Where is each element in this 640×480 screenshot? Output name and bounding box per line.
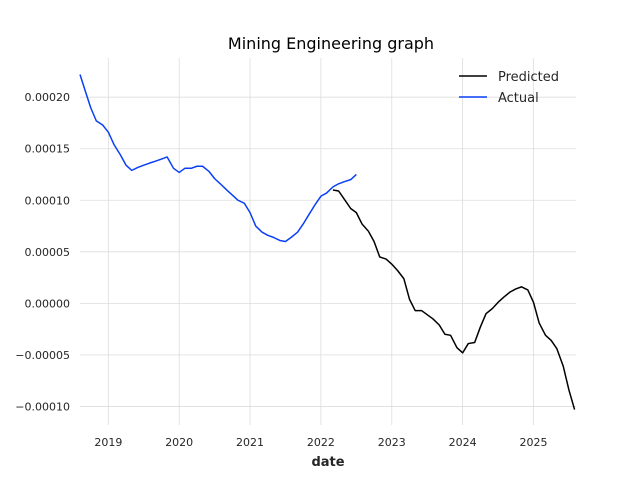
chart-title: Mining Engineering graph <box>228 34 434 53</box>
x-tick-label: 2022 <box>307 436 335 449</box>
y-tick-label: 0.00000 <box>25 297 71 310</box>
y-axis: 0.00020 0.00015 0.00010 0.00005 0.00000 −0.00… <box>15 91 70 413</box>
x-tick-label: 2020 <box>165 436 193 449</box>
grid <box>80 58 576 425</box>
x-tick-label: 2024 <box>449 436 477 449</box>
y-tick-label: −0.00005 <box>15 349 70 362</box>
x-axis-label: date <box>311 455 344 470</box>
y-tick-label: 0.00020 <box>25 91 71 104</box>
y-tick-label: 0.00015 <box>25 143 71 156</box>
y-tick-label: −0.00010 <box>15 400 70 413</box>
legend-label-predicted: Predicted <box>498 70 559 85</box>
series-line-predicted <box>332 189 576 410</box>
series-line-actual <box>79 74 357 243</box>
legend-label-actual: Actual <box>498 91 539 106</box>
x-tick-label: 2021 <box>236 436 264 449</box>
x-axis: 2019 2020 2021 2022 2023 2024 2025 <box>94 436 547 449</box>
x-tick-label: 2023 <box>378 436 406 449</box>
series-lines <box>79 74 576 410</box>
legend: Predicted Actual <box>459 70 559 106</box>
x-tick-label: 2025 <box>519 436 547 449</box>
x-tick-label: 2019 <box>94 436 122 449</box>
y-tick-label: 0.00010 <box>25 194 71 207</box>
y-tick-label: 0.00005 <box>25 246 71 259</box>
